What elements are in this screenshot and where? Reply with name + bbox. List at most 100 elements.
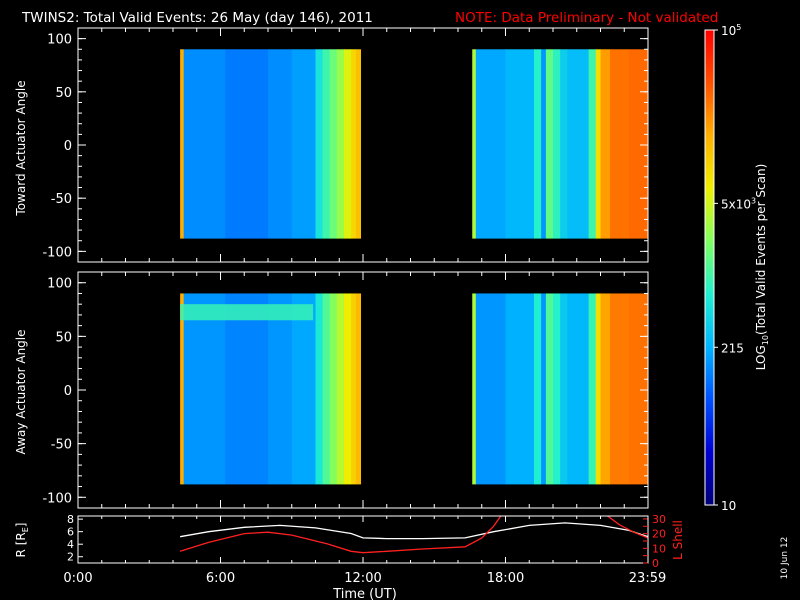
colorbar-label-rest: (Total Valid Events per Scan) bbox=[754, 164, 768, 335]
ytick-right-label: 20 bbox=[652, 528, 666, 541]
colorbar-tick-exp: 5 bbox=[736, 23, 741, 32]
heatmap-column bbox=[610, 49, 630, 239]
heatmap-column bbox=[541, 293, 547, 485]
away-ylabel: Away Actuator Angle bbox=[14, 329, 28, 454]
ytick-label: 2 bbox=[67, 551, 74, 564]
colorbar-tick-base: 5x10 bbox=[721, 197, 751, 211]
heatmap-column bbox=[595, 49, 601, 239]
heatmap-column bbox=[600, 293, 611, 485]
ytick-label: 0 bbox=[64, 384, 72, 399]
ytick-label: 8 bbox=[67, 513, 74, 526]
xtick-label: 6:00 bbox=[206, 571, 235, 586]
heatmap-column bbox=[268, 49, 293, 239]
heatmap-column bbox=[344, 293, 352, 485]
heatmap-column bbox=[472, 49, 477, 239]
ytick-label: 100 bbox=[47, 277, 72, 292]
ytick-label: -100 bbox=[42, 491, 72, 506]
ytick-right-label: 0 bbox=[652, 557, 659, 570]
heatmap-column bbox=[505, 49, 535, 239]
heatmap-column bbox=[180, 293, 185, 485]
toward-ylabel: Toward Actuator Angle bbox=[14, 80, 28, 216]
colorbar-label-base: 10 bbox=[761, 335, 770, 345]
heatmap-column bbox=[567, 293, 590, 485]
ytick-label: -50 bbox=[51, 192, 72, 207]
colorbar-label: LOG10(Total Valid Events per Scan) bbox=[754, 164, 770, 371]
colorbar-tick-label: 215 bbox=[721, 341, 744, 355]
heatmap-column bbox=[595, 293, 601, 485]
heatmap-column bbox=[225, 49, 269, 239]
heatmap-column bbox=[553, 293, 561, 485]
heatmap-column bbox=[475, 293, 506, 485]
heatmap-column bbox=[541, 49, 547, 239]
lshell-line bbox=[607, 516, 648, 539]
heatmap-column bbox=[322, 293, 331, 485]
ytick-label: 6 bbox=[67, 526, 74, 539]
heatmap-column bbox=[588, 293, 597, 485]
heatmap-column bbox=[336, 49, 345, 239]
heatmap-column bbox=[472, 293, 477, 485]
ytick-label: -100 bbox=[42, 245, 72, 260]
heatmap-column bbox=[355, 49, 362, 239]
colorbar-tick-label: 10 bbox=[721, 499, 736, 513]
xtick-label: 0:00 bbox=[63, 571, 92, 586]
orbit-ylabel-left-close: ] bbox=[14, 523, 28, 528]
heatmap-column bbox=[355, 293, 362, 485]
heatmap-column bbox=[560, 49, 568, 239]
colorbar-tick-base: 10 bbox=[721, 24, 736, 38]
heatmap-column bbox=[180, 49, 185, 239]
heatmap-column bbox=[351, 293, 357, 485]
colorbar-frame bbox=[704, 29, 715, 506]
heatmap-column bbox=[534, 293, 542, 485]
heatmap-column bbox=[475, 49, 506, 239]
colorbar-label-log: LOG bbox=[754, 345, 768, 370]
ytick-label: 50 bbox=[55, 86, 72, 101]
heatmap-column bbox=[629, 49, 649, 239]
orbit-ylabel-left-main: R [R bbox=[14, 532, 28, 557]
xtick-label: 12:00 bbox=[344, 571, 381, 586]
heatmap-column bbox=[225, 293, 269, 485]
heatmap-column bbox=[183, 49, 226, 239]
ytick-right-label: 10 bbox=[652, 542, 666, 555]
orbit-ylabel-left-sub: E bbox=[21, 527, 30, 532]
orbit-ylabel-left: R [RE] bbox=[14, 523, 30, 558]
heatmap-column bbox=[322, 49, 331, 239]
heatmap-column bbox=[291, 293, 316, 485]
ytick-label: 100 bbox=[47, 33, 72, 48]
ytick-label: 4 bbox=[67, 538, 74, 551]
heatmap-column bbox=[534, 49, 542, 239]
toward-angle-panel: 100 50 0 -50 -100 bbox=[42, 27, 649, 263]
heatmap-column bbox=[344, 49, 352, 239]
xaxis-label: Time (UT) bbox=[332, 587, 397, 600]
heatmap-column bbox=[545, 293, 554, 485]
heatmap-band bbox=[180, 304, 314, 321]
ytick-label: -50 bbox=[51, 438, 72, 453]
r-distance-line bbox=[179, 522, 648, 540]
heatmap-column bbox=[315, 293, 324, 485]
colorbar-tick-label: 5x103 bbox=[721, 196, 756, 211]
heatmap-column bbox=[567, 49, 590, 239]
ytick-label: 50 bbox=[55, 330, 72, 345]
xtick-label: 23:59 bbox=[629, 571, 666, 586]
heatmap-column bbox=[588, 49, 597, 239]
heatmap-column bbox=[505, 293, 535, 485]
heatmap-column bbox=[268, 293, 293, 485]
colorbar-gradient bbox=[705, 30, 714, 505]
heatmap-column bbox=[545, 49, 554, 239]
heatmap-column bbox=[315, 49, 324, 239]
ytick-label: 0 bbox=[64, 139, 72, 154]
heatmap-column bbox=[560, 293, 568, 485]
heatmap-column bbox=[351, 49, 357, 239]
heatmap-column bbox=[329, 49, 338, 239]
orbit-ylabel-right: L Shell bbox=[671, 520, 685, 560]
heatmap-column bbox=[291, 49, 316, 239]
heatmap-column bbox=[610, 293, 630, 485]
preliminary-note: NOTE: Data Preliminary - Not validated bbox=[455, 10, 718, 26]
lshell-line bbox=[179, 516, 502, 554]
colorbar-tick-exp: 3 bbox=[751, 196, 756, 205]
ytick-right-label: 30 bbox=[652, 513, 666, 526]
xtick-label: 18:00 bbox=[487, 571, 524, 586]
heatmap-column bbox=[336, 293, 345, 485]
